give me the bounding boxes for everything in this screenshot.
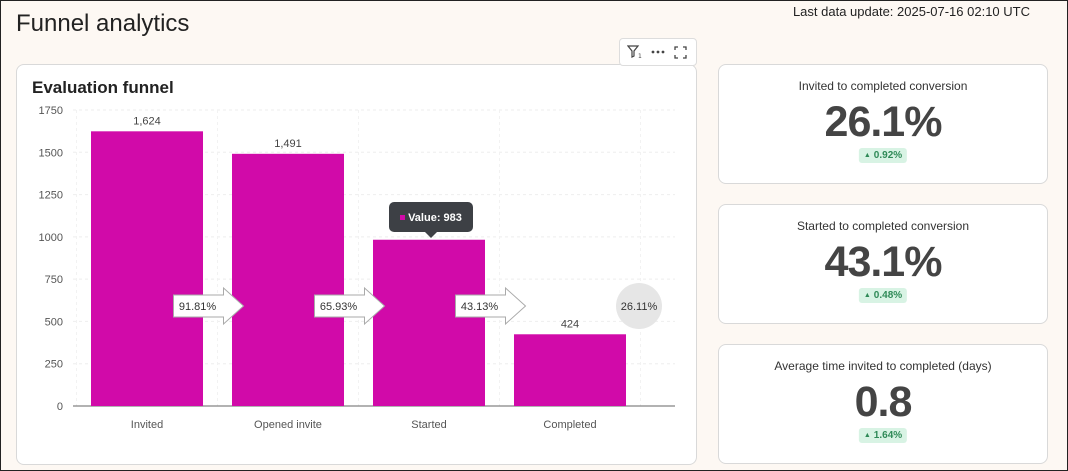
kpi-change-value: 0.48% [873,290,903,301]
chart-card: Evaluation funnel 0 250 500 750 1000 1250 1500… [16,64,697,465]
bar-value-label: 1,624 [133,115,161,127]
x-tick-label: Invited [131,419,163,431]
tooltip-box [389,202,473,232]
conversion-arrow [173,286,245,326]
y-tick-label: 500 [45,316,63,328]
trend-up-icon: ▲ [863,292,871,299]
tooltip-text: Value: 983 [408,212,462,224]
bar-completed[interactable] [514,334,626,406]
chart-toolbar: 1 [619,38,697,66]
kpi-change-badge: ▲ 1.64% [858,428,908,443]
conversion-label: 43.13% [461,301,499,313]
kpi-card-started-completed: Started to completed conversion 43.1% ▲ 0… [718,204,1048,324]
kpi-label: Invited to completed conversion [798,79,968,93]
bar-value-label: 424 [561,318,579,330]
kpi-label: Average time invited to completed (days) [774,359,992,373]
kpi-change-value: 1.64% [873,430,903,441]
kpi-card-invited-completed: Invited to completed conversion 26.1% ▲ 0… [718,64,1048,184]
tooltip-pointer [425,232,437,238]
bar-opened-invite[interactable] [232,153,344,406]
y-tick-label: 250 [45,359,63,371]
filter-count: 1 [638,53,642,59]
kpi-change-badge: ▲ 0.48% [858,288,908,303]
y-tick-label: 750 [45,274,63,286]
y-tick-label: 1500 [39,147,63,159]
page-title: Funnel analytics [16,10,190,37]
kpi-value: 0.8 [854,378,913,426]
more-icon[interactable] [649,43,667,61]
filter-icon[interactable]: 1 [626,43,644,61]
conversion-label: 91.81% [179,301,217,313]
trend-up-icon: ▲ [863,432,871,439]
expand-icon[interactable] [672,43,690,61]
kpi-label: Started to completed conversion [796,219,970,233]
overall-conversion-circle [616,283,662,329]
y-tick-label: 1000 [39,232,63,244]
kpi-value: 43.1% [824,238,943,286]
trend-up-icon: ▲ [863,152,871,159]
kpi-change-value: 0.92% [873,150,903,161]
bar-started[interactable] [373,239,485,406]
x-tick-label: Completed [543,419,596,431]
conversion-label: 65.93% [320,301,358,313]
last-update-text: Last data update: 2025-07-16 02:10 UTC [792,4,1030,19]
y-tick-label: 0 [57,401,63,413]
funnel-chart: 0 250 500 750 1000 1250 1500 1750 1,624 Invited 1,… [39,105,675,431]
kpi-card-avg-time: Average time invited to completed (days)… [718,344,1048,464]
chart-title: Evaluation funnel [32,78,174,97]
y-tick-label: 1750 [39,105,63,117]
y-tick-label: 1250 [39,190,63,202]
bar-invited[interactable] [91,131,203,406]
overall-conversion-label: 26.11% [621,301,658,313]
kpi-value: 26.1% [824,98,943,146]
kpi-change-badge: ▲ 0.92% [858,148,908,163]
conversion-arrow [455,286,527,326]
conversion-arrow [314,286,386,326]
bar-value-label: 1,491 [274,138,302,150]
x-tick-label: Started [411,419,446,431]
tooltip-swatch [400,215,405,220]
x-tick-label: Opened invite [254,419,322,431]
